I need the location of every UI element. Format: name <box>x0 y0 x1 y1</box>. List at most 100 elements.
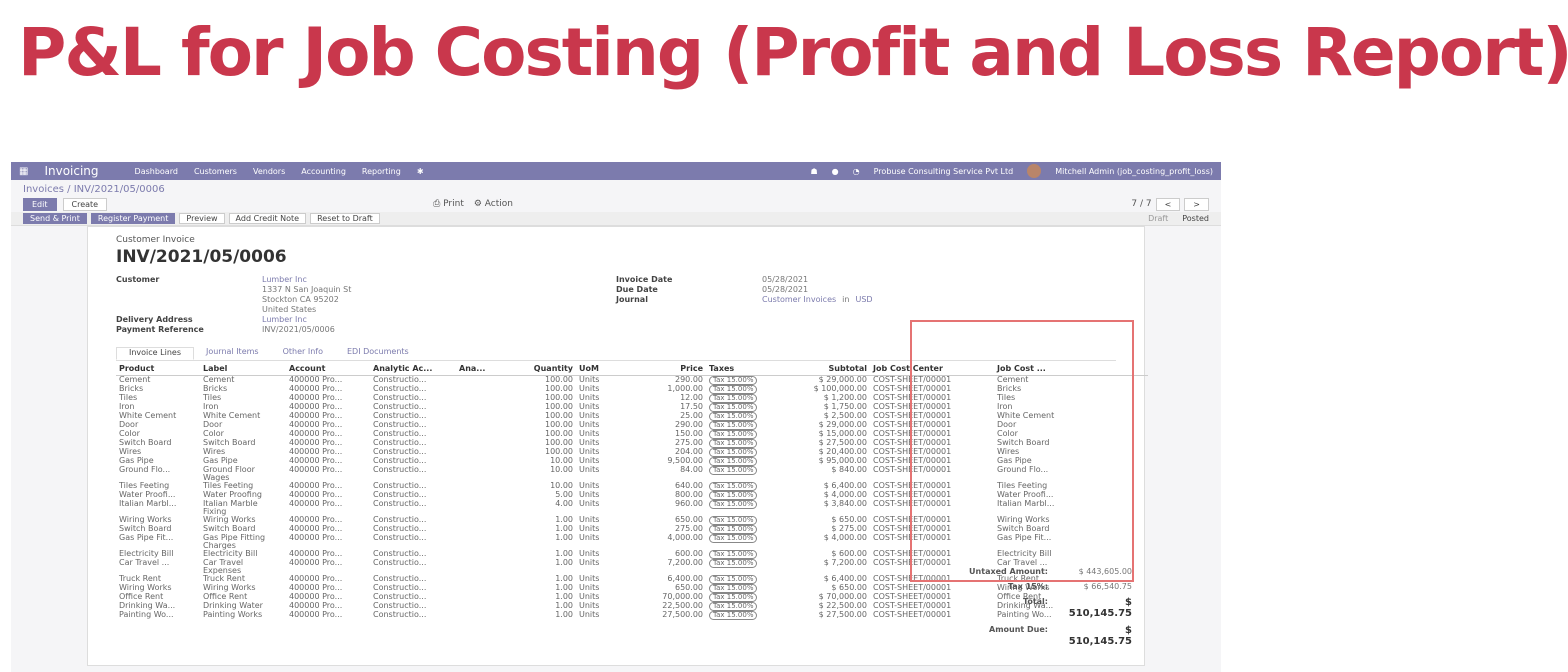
table-row[interactable]: Tiles Tiles 400000 Pro... Constructio... 100… <box>116 393 1148 403</box>
tab-edi-documents[interactable]: EDI Documents <box>346 347 409 356</box>
col-header-product[interactable]: Product <box>116 363 200 376</box>
journal-field[interactable]: Customer Invoices <box>762 295 837 304</box>
cell-job-cost-line: Gas Pipe Fit... <box>997 533 1052 542</box>
invoice-totals: Untaxed Amount: $ 443,605.00 Tax 15%: $ 66… <box>892 567 1132 653</box>
breadcrumb[interactable]: Invoices / INV/2021/05/0006 <box>23 183 165 195</box>
col-header-job-cost-line[interactable]: Job Cost ... <box>994 363 1148 376</box>
table-row[interactable]: Electricity Bill Electricity Bill 400000 P… <box>116 549 1148 559</box>
cell-job-cost-line: Gas Pipe <box>997 456 1032 465</box>
notebook-tabs: Invoice Lines Journal Items Other Info E… <box>116 347 1116 361</box>
col-header-analytic-account[interactable]: Analytic Ac... <box>370 363 456 376</box>
payment-reference-label: Payment Reference <box>116 325 204 334</box>
register-payment-button[interactable]: Register Payment <box>90 213 176 224</box>
cell-product: Wires <box>119 447 142 456</box>
delivery-address-field[interactable]: Lumber Inc <box>262 315 307 324</box>
table-row[interactable]: Switch Board Switch Board 400000 Pro... Con… <box>116 524 1148 534</box>
table-row[interactable]: Italian Marbl... Italian Marble Fixing 400… <box>116 499 1148 516</box>
pager-prev-button[interactable]: < <box>1155 197 1181 211</box>
cell-job-cost-center: COST-SHEET/00001 <box>873 465 952 474</box>
pager-value[interactable]: 7 / 7 <box>1131 199 1152 209</box>
table-row[interactable]: White Cement White Cement 400000 Pro... Con… <box>116 411 1148 421</box>
table-row[interactable]: Cement Cement 400000 Pro... Constructio... 1… <box>116 375 1148 385</box>
due-date-field: 05/28/2021 <box>762 285 809 294</box>
cell-product: Iron <box>119 402 135 411</box>
user-menu[interactable]: Mitchell Admin (job_costing_profit_loss) <box>1055 166 1213 176</box>
table-row[interactable]: Wiring Works Wiring Works 400000 Pro... Con… <box>116 515 1148 525</box>
col-header-analytic-tags[interactable]: Ana... <box>456 363 512 376</box>
col-header-subtotal[interactable]: Subtotal <box>784 363 870 376</box>
col-header-account[interactable]: Account <box>286 363 370 376</box>
table-row[interactable]: Iron Iron 400000 Pro... Constructio... 100.0… <box>116 402 1148 412</box>
menu-dashboard[interactable]: Dashboard <box>134 166 178 176</box>
tab-invoice-lines[interactable]: Invoice Lines <box>116 347 194 360</box>
cell-analytic-account: Constructio... <box>373 549 427 558</box>
create-button[interactable]: Create <box>62 197 108 211</box>
company-switcher[interactable]: Probuse Consulting Service Pvt Ltd <box>873 166 1014 176</box>
col-header-job-cost-center[interactable]: Job Cost Center <box>870 363 994 376</box>
chat-icon[interactable]: ● <box>831 166 839 176</box>
add-credit-note-button[interactable]: Add Credit Note <box>228 213 307 224</box>
table-row[interactable]: Office Rent Office Rent 400000 Pro... Const… <box>116 592 1148 602</box>
action-button[interactable]: ⚙ Action <box>473 199 513 209</box>
table-row[interactable]: Painting Wo... Painting Works 400000 Pro..… <box>116 610 1148 620</box>
pager-next-button[interactable]: > <box>1184 197 1209 211</box>
table-row[interactable]: Door Door 400000 Pro... Constructio... 100.0… <box>116 420 1148 430</box>
table-row[interactable]: Ground Flo... Ground Floor Wages 400000 Pr… <box>116 465 1148 482</box>
table-row[interactable]: Truck Rent Truck Rent 400000 Pro... Constru… <box>116 574 1148 584</box>
col-header-quantity[interactable]: Quantity <box>512 363 576 376</box>
cell-label: Car Travel Expenses <box>203 558 244 575</box>
cell-account: 400000 Pro... <box>289 447 343 456</box>
cell-product: Italian Marbl... <box>119 499 177 508</box>
cell-quantity: 1.00 <box>555 549 573 558</box>
debug-icon[interactable]: ✱ <box>416 166 424 176</box>
cell-analytic-tags <box>456 430 512 439</box>
status-draft[interactable]: Draft <box>1148 214 1169 223</box>
cell-analytic-tags <box>456 584 512 593</box>
cell-label: Electricity Bill <box>203 549 258 558</box>
cell-product: Wiring Works <box>119 515 172 524</box>
table-row[interactable]: Wiring Works Wiring Works 400000 Pro... Con… <box>116 583 1148 593</box>
cell-product: Ground Flo... <box>119 465 171 474</box>
table-row[interactable]: Bricks Bricks 400000 Pro... Constructio... 1… <box>116 384 1148 394</box>
col-header-uom[interactable]: UoM <box>576 363 632 376</box>
menu-reporting[interactable]: Reporting <box>361 166 401 176</box>
table-row[interactable]: Gas Pipe Fit... Gas Pipe Fitting Charges 4… <box>116 533 1148 550</box>
menu-accounting[interactable]: Accounting <box>301 166 346 176</box>
tax-badge: Tax 15.00% <box>709 375 758 385</box>
table-row[interactable]: Color Color 400000 Pro... Constructio... 100… <box>116 429 1148 439</box>
table-row[interactable]: Drinking Wa... Drinking Water 400000 Pro..… <box>116 601 1148 611</box>
menu-vendors[interactable]: Vendors <box>252 166 286 176</box>
tab-other-info[interactable]: Other Info <box>282 347 323 356</box>
cell-account: 400000 Pro... <box>289 592 343 601</box>
tab-journal-items[interactable]: Journal Items <box>205 347 259 356</box>
col-header-label[interactable]: Label <box>200 363 286 376</box>
send-print-button[interactable]: Send & Print <box>23 213 87 224</box>
print-button[interactable]: ⎙ Print <box>433 199 464 209</box>
cell-price: 290.00 <box>675 420 703 429</box>
table-row[interactable]: Switch Board Switch Board 400000 Pro... Con… <box>116 438 1148 448</box>
table-row[interactable]: Tiles Feeting Tiles Feeting 400000 Pro... C… <box>116 481 1148 491</box>
col-header-price[interactable]: Price <box>632 363 706 376</box>
app-name[interactable]: Invoicing <box>44 164 99 178</box>
table-row[interactable]: Wires Wires 400000 Pro... Constructio... 100… <box>116 447 1148 457</box>
preview-button[interactable]: Preview <box>179 213 225 224</box>
table-row[interactable]: Car Travel ... Car Travel Expenses 400000 … <box>116 558 1148 575</box>
cell-account: 400000 Pro... <box>289 601 343 610</box>
table-row[interactable]: Gas Pipe Gas Pipe 400000 Pro... Constructio… <box>116 456 1148 466</box>
activity-icon[interactable]: ◔ <box>852 166 860 176</box>
apps-menu-icon[interactable]: ▦ <box>19 165 29 177</box>
menu-customers[interactable]: Customers <box>193 166 237 176</box>
edit-button[interactable]: Edit <box>23 197 57 211</box>
avatar[interactable] <box>1027 164 1042 178</box>
bug-icon[interactable]: ☗ <box>810 166 818 176</box>
customer-field[interactable]: Lumber Inc <box>262 275 307 284</box>
cell-job-cost-center: COST-SHEET/00001 <box>873 456 952 465</box>
table-row[interactable]: Water Proofi... Water Proofing 400000 Pro.… <box>116 490 1148 500</box>
status-posted[interactable]: Posted <box>1182 214 1209 223</box>
col-header-taxes[interactable]: Taxes <box>706 363 784 376</box>
cell-job-cost-line: Ground Flo... <box>997 465 1049 474</box>
currency-field[interactable]: USD <box>855 295 873 304</box>
tax-badge: Tax 15.00% <box>709 393 758 403</box>
reset-to-draft-button[interactable]: Reset to Draft <box>310 213 380 224</box>
tax-badge: Tax 15.00% <box>709 481 758 491</box>
